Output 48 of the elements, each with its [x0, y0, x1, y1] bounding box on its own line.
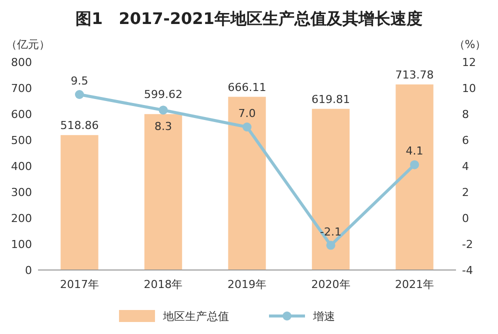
- chart-title: 图1 2017-2021年地区生产总值及其增长速度: [76, 9, 422, 28]
- bar: [144, 114, 182, 270]
- y2-tick-label: 4: [462, 160, 469, 173]
- x-tick-label: 2020年: [311, 278, 350, 291]
- x-tick-label: 2017年: [60, 278, 99, 291]
- data-label: 518.86: [60, 119, 99, 132]
- y2-tick-label: 8: [462, 108, 469, 121]
- data-label: 713.78: [395, 68, 434, 82]
- y2-tick-label: 0: [462, 212, 469, 225]
- y2-tick-label: 2: [462, 186, 469, 199]
- y2-tick-label: -4: [462, 264, 473, 277]
- data-label: 4.1: [406, 144, 424, 158]
- y2-tick-label: 10: [462, 82, 476, 95]
- data-label: 9.5: [70, 74, 88, 88]
- y-tick-label: 100: [11, 238, 32, 251]
- bar: [396, 84, 434, 270]
- y-tick-label: 800: [11, 56, 32, 69]
- data-label: -2.1: [320, 225, 342, 238]
- point: [74, 90, 84, 99]
- data-label: 666.11: [228, 80, 266, 94]
- y-tick-label: 700: [11, 82, 32, 95]
- data-label: 599.62: [144, 88, 182, 102]
- point: [410, 160, 420, 170]
- bar: [312, 108, 350, 270]
- y2-tick-label: 6: [462, 134, 469, 147]
- point: [158, 106, 168, 115]
- bar: [228, 96, 266, 270]
- x-tick-label: 2021年: [395, 278, 434, 291]
- data-label: 8.3: [154, 120, 172, 134]
- y-tick-label: 400: [11, 160, 32, 173]
- data-label: 7.0: [238, 107, 256, 120]
- y2-tick-label: 12: [462, 56, 476, 69]
- y-tick-label: 0: [25, 264, 32, 277]
- y2-axis-title: （%）: [454, 38, 486, 51]
- y-tick-label: 300: [11, 186, 32, 199]
- y-tick-label: 600: [11, 108, 32, 121]
- y2-tick-label: -2: [462, 238, 473, 251]
- y-axis-title: （亿元）: [6, 38, 50, 51]
- data-label: 619.81: [312, 92, 350, 106]
- bar: [60, 135, 98, 270]
- point: [242, 122, 252, 132]
- x-tick-label: 2019年: [228, 278, 266, 291]
- legend-label: 地区生产总值: [162, 310, 229, 323]
- y-tick-label: 500: [11, 134, 32, 147]
- x-tick-label: 2018年: [144, 278, 183, 291]
- y-tick-label: 200: [11, 212, 32, 225]
- legend-label: 增速: [312, 310, 335, 323]
- point: [326, 240, 336, 250]
